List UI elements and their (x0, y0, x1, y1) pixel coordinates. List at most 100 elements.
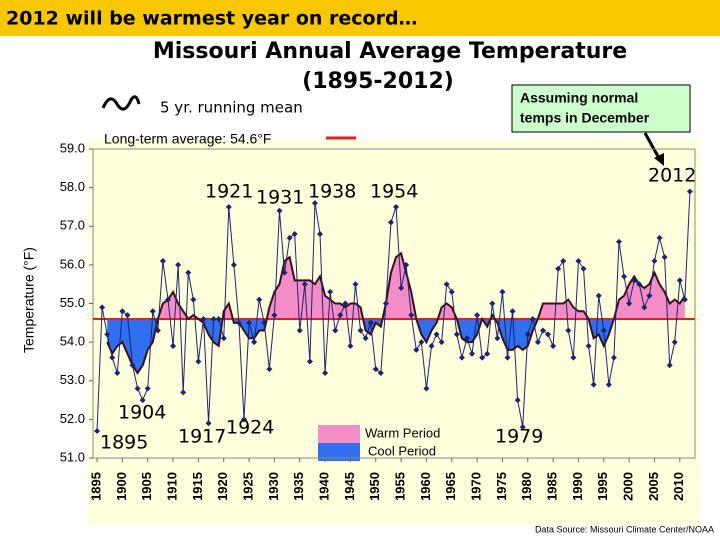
data-point (423, 385, 430, 392)
x-tick-label: 1980 (519, 472, 534, 501)
data-point (671, 339, 678, 346)
x-tick-label: 1945 (342, 472, 357, 501)
data-point (403, 261, 410, 268)
data-point (681, 296, 688, 303)
y-tick-label: 57.0 (60, 218, 85, 233)
note-box (511, 84, 691, 133)
data-point (666, 362, 673, 369)
x-tick-label: 1920 (215, 472, 230, 501)
data-point (413, 346, 420, 353)
data-point (377, 370, 384, 377)
source: Data Source: Missouri Climate Center/NOA… (535, 524, 714, 534)
x-tick-label: 2005 (646, 472, 661, 501)
year-annotation: 1924 (226, 417, 274, 439)
data-point (428, 342, 435, 349)
data-point (529, 315, 536, 322)
data-point (271, 312, 278, 319)
year-annotation: 1895 (100, 432, 148, 454)
data-point (114, 370, 121, 377)
data-point (266, 366, 273, 373)
data-point (286, 234, 293, 241)
data-point (134, 385, 141, 392)
data-point (347, 342, 354, 349)
data-point (164, 296, 171, 303)
y-tick-label: 51.0 (60, 449, 85, 464)
warm-area (157, 253, 685, 319)
year-annotation: 1921 (205, 181, 253, 203)
data-point (256, 296, 263, 303)
x-tick-label: 1975 (494, 472, 509, 501)
x-tick-label: 1970 (469, 472, 484, 501)
y-tick-label: 53.0 (60, 372, 85, 387)
data-point (479, 354, 486, 361)
cool-label: Cool Period (368, 443, 436, 458)
x-tick-label: 1915 (190, 472, 205, 501)
data-point (463, 335, 470, 342)
note-arrow (643, 132, 662, 161)
warm-key (318, 425, 360, 443)
data-point (545, 331, 552, 338)
x-tick-label: 1940 (317, 472, 332, 501)
x-tick-label: 1900 (114, 472, 129, 501)
data-point (195, 358, 202, 365)
x-tick-label: 1905 (139, 472, 154, 501)
data-point (661, 254, 668, 261)
data-point (372, 366, 379, 373)
data-point (306, 358, 313, 365)
x-tick-label: 1930 (266, 472, 281, 501)
data-point (352, 281, 359, 288)
data-point (600, 327, 607, 334)
data-point (185, 269, 192, 276)
data-point (610, 354, 617, 361)
data-point (433, 331, 440, 338)
warm-label: Warm Period (365, 425, 440, 440)
data-point (534, 339, 541, 346)
chart-subtitle: (1895-2012) (302, 69, 454, 94)
long-term-label: Long-term average: 54.6°F (104, 131, 271, 147)
y-tick-label: 54.0 (60, 334, 85, 349)
data-point (615, 238, 622, 245)
year-annotation: 1931 (256, 187, 304, 209)
data-point (656, 234, 663, 241)
data-point (225, 203, 232, 210)
y-tick-label: 55.0 (60, 295, 85, 310)
y-tick-label: 56.0 (60, 256, 85, 271)
year-annotation: 1979 (495, 426, 543, 448)
x-tick-label: 1895 (88, 472, 103, 501)
data-point (175, 261, 182, 268)
data-point (235, 319, 242, 326)
data-point (291, 230, 298, 237)
data-point (332, 327, 339, 334)
data-point (251, 339, 258, 346)
data-point (367, 319, 374, 326)
data-point (443, 281, 450, 288)
data-point (641, 304, 648, 311)
data-point (489, 300, 496, 307)
y-axis-label: Temperature (°F) (21, 247, 37, 353)
note-line: Assuming normal (520, 90, 638, 106)
data-point (595, 292, 602, 299)
cool-key (318, 443, 360, 461)
data-point (327, 288, 334, 295)
data-point (418, 339, 425, 346)
data-point (210, 315, 217, 322)
data-point (575, 258, 582, 265)
data-point (631, 277, 638, 284)
x-tick-label: 1985 (545, 472, 560, 501)
x-tick-label: 1955 (393, 472, 408, 501)
x-tick-label: 1965 (443, 472, 458, 501)
data-point (220, 335, 227, 342)
x-tick-label: 2010 (671, 472, 686, 501)
data-point (494, 335, 501, 342)
data-point (539, 327, 546, 334)
y-tick-label: 52.0 (60, 411, 85, 426)
year-annotation: 1917 (178, 426, 226, 448)
x-tick-label: 1910 (165, 472, 180, 501)
x-tick-label: 1950 (367, 472, 382, 501)
data-point (311, 200, 318, 207)
data-point (580, 265, 587, 272)
data-point (180, 389, 187, 396)
x-tick-label: 1960 (418, 472, 433, 501)
